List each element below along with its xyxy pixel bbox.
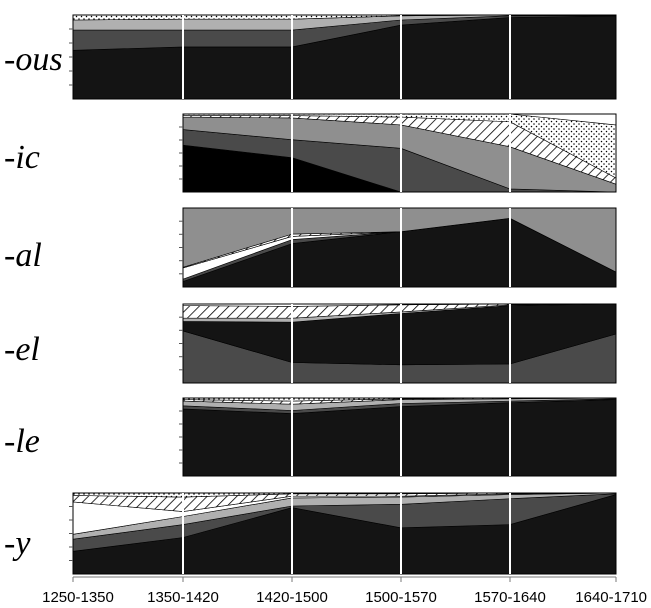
- panel-label-le: -le: [4, 423, 40, 460]
- panel-label-ous: -ous: [4, 41, 63, 78]
- panel-el: -el: [4, 303, 617, 384]
- x-tick-label: 1570-1640: [474, 589, 546, 606]
- panel-label-ic: -ic: [4, 139, 40, 176]
- x-tick-label: 1420-1500: [256, 589, 328, 606]
- x-tick-label: 1250-1350: [42, 589, 114, 606]
- panel-label-al: -al: [4, 237, 42, 274]
- panel-y: -y: [4, 492, 617, 575]
- panel-le: -le: [4, 397, 617, 477]
- panel-ous: -ous: [4, 14, 617, 100]
- x-tick-label: 1350-1420: [147, 589, 219, 606]
- x-tick-label: 1640-1710: [575, 589, 647, 606]
- panel-ic: -ic: [4, 113, 617, 193]
- x-axis: 1250-1350 1350-1420 1420-1500 1500-1570 1570…: [42, 576, 647, 606]
- x-tick-label: 1500-1570: [365, 589, 437, 606]
- panel-label-el: -el: [4, 331, 40, 368]
- panel-al: -al: [4, 207, 617, 288]
- panel-label-y: -y: [4, 525, 31, 562]
